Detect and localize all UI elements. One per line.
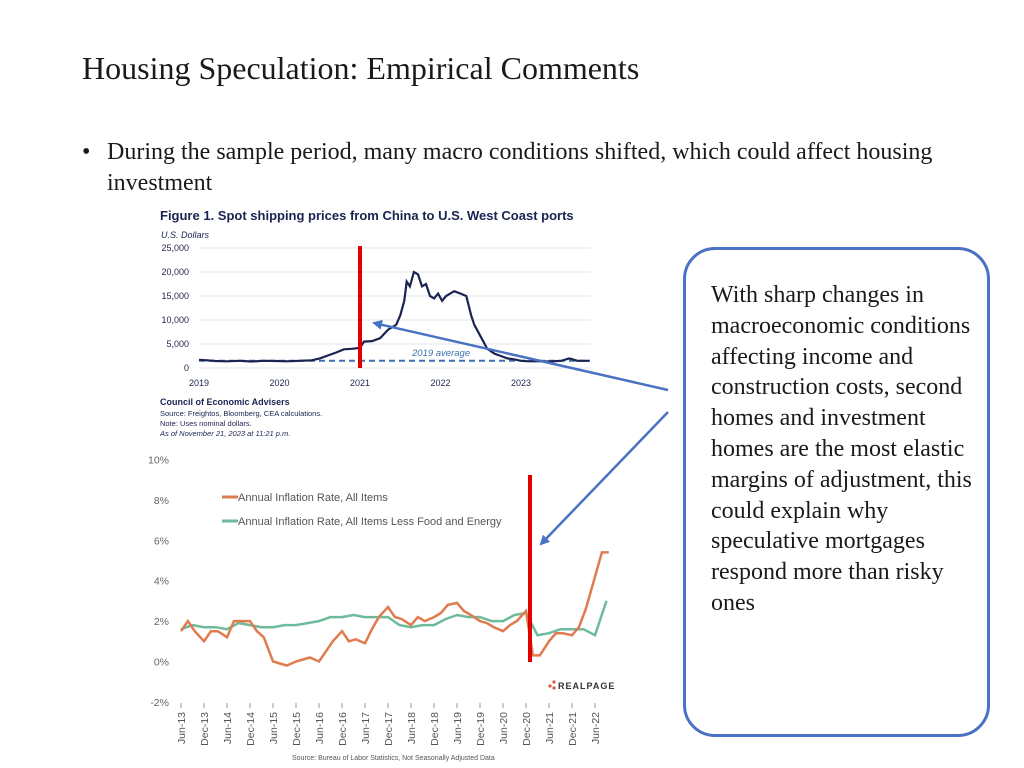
x-tick-label: Jun-13 xyxy=(176,712,188,744)
y-tick-label: 20,000 xyxy=(161,267,189,277)
y-tick-label: 0% xyxy=(154,657,169,669)
y-tick-label: -2% xyxy=(150,697,169,709)
y-tick-label: 0 xyxy=(184,363,189,373)
inflation-chart: -2% 0% 2% 4% 6% 8% 10% Jun-13 Dec-13 Jun-14 Dec-1… xyxy=(148,455,615,763)
y-tick-label: 6% xyxy=(154,535,169,547)
bullet-text: During the sample period, many macro con… xyxy=(107,139,933,196)
y-tick-label: 4% xyxy=(154,576,169,588)
source-note: Source: Bureau of Labor Statistics, Not … xyxy=(292,755,495,762)
bullet-dot: • xyxy=(82,139,91,165)
x-tick-label: Jun-20 xyxy=(498,712,510,744)
shipping-price-chart: Figure 1. Spot shipping prices from Chin… xyxy=(159,208,590,438)
average-annotation: 2019 average xyxy=(411,348,470,359)
headline-inflation-series-line xyxy=(179,551,609,667)
x-tick-label: Jun-17 xyxy=(360,712,372,744)
asof-note: As of November 21, 2023 at 11:21 p.m. xyxy=(159,429,290,438)
x-tick-label: 2023 xyxy=(511,378,531,388)
y-tick-label: 5,000 xyxy=(166,339,189,349)
x-tick-label: Dec-13 xyxy=(199,712,211,746)
x-tick-label: Dec-15 xyxy=(291,712,303,746)
legend-label-headline: Annual Inflation Rate, All Items xyxy=(238,492,388,504)
x-tick-label: Dec-20 xyxy=(521,712,533,746)
x-tick-label: Jun-14 xyxy=(222,712,234,744)
chart-title: Figure 1. Spot shipping prices from Chin… xyxy=(160,208,574,223)
x-tick-label: 2021 xyxy=(350,378,370,388)
slide-title: Housing Speculation: Empirical Comments xyxy=(82,50,640,86)
realpage-wordmark: REALPAGE xyxy=(558,681,615,691)
legend: Annual Inflation Rate, All Items Annual … xyxy=(222,492,502,528)
x-tick-label: Jun-15 xyxy=(268,712,280,744)
x-tick-label: Jun-16 xyxy=(314,712,326,744)
bullet-point: • During the sample period, many macro c… xyxy=(82,137,942,199)
x-ticks: 2019 2020 2021 2022 2023 xyxy=(189,378,531,388)
x-tick-label: 2022 xyxy=(430,378,450,388)
logo-dot xyxy=(552,686,556,690)
y-ticks: 0 5,000 10,000 15,000 20,000 25,000 xyxy=(161,243,189,373)
gridlines xyxy=(199,247,590,369)
source-org: Council of Economic Advisers xyxy=(160,397,290,407)
x-tick-label: Dec-19 xyxy=(475,712,487,746)
x-tick-label: Jun-22 xyxy=(590,712,602,744)
logo-dot xyxy=(552,680,556,684)
callout-text: With sharp changes in macroeconomic cond… xyxy=(711,282,972,616)
x-tick-label: Dec-21 xyxy=(567,712,579,746)
x-tick-label: 2020 xyxy=(269,378,289,388)
realpage-logo: REALPAGE xyxy=(548,680,615,691)
core-inflation-series-line xyxy=(180,600,608,637)
y-tick-label: 2% xyxy=(154,616,169,628)
shipping-price-series-line xyxy=(198,270,590,363)
x-tick-label: 2019 xyxy=(189,378,209,388)
x-tick-label: Jun-21 xyxy=(544,712,556,744)
y-axis-label: U.S. Dollars xyxy=(161,230,210,240)
x-tick-label: Dec-16 xyxy=(337,712,349,746)
source-note: Source: Freightos, Bloomberg, CEA calcul… xyxy=(160,409,322,418)
y-tick-label: 25,000 xyxy=(161,243,189,253)
y-tick-label: 8% xyxy=(154,495,169,507)
x-tick-label: Dec-18 xyxy=(429,712,441,746)
x-ticks: Jun-13 Dec-13 Jun-14 Dec-14 Jun-15 Dec-15 Jun-… xyxy=(176,703,602,746)
y-tick-label: 15,000 xyxy=(161,291,189,301)
x-tick-label: Dec-14 xyxy=(245,712,257,746)
y-tick-label: 10,000 xyxy=(161,315,189,325)
y-tick-label: 10% xyxy=(148,455,169,467)
y-ticks: -2% 0% 2% 4% 6% 8% 10% xyxy=(148,455,169,709)
logo-dot xyxy=(548,684,552,688)
legend-label-core: Annual Inflation Rate, All Items Less Fo… xyxy=(238,516,502,528)
dollars-note: Note: Uses nominal dollars. xyxy=(160,419,252,428)
callout-box: With sharp changes in macroeconomic cond… xyxy=(683,247,990,737)
x-tick-label: Jun-19 xyxy=(452,712,464,744)
x-tick-label: Dec-17 xyxy=(383,712,395,746)
x-tick-label: Jun-18 xyxy=(406,712,418,744)
